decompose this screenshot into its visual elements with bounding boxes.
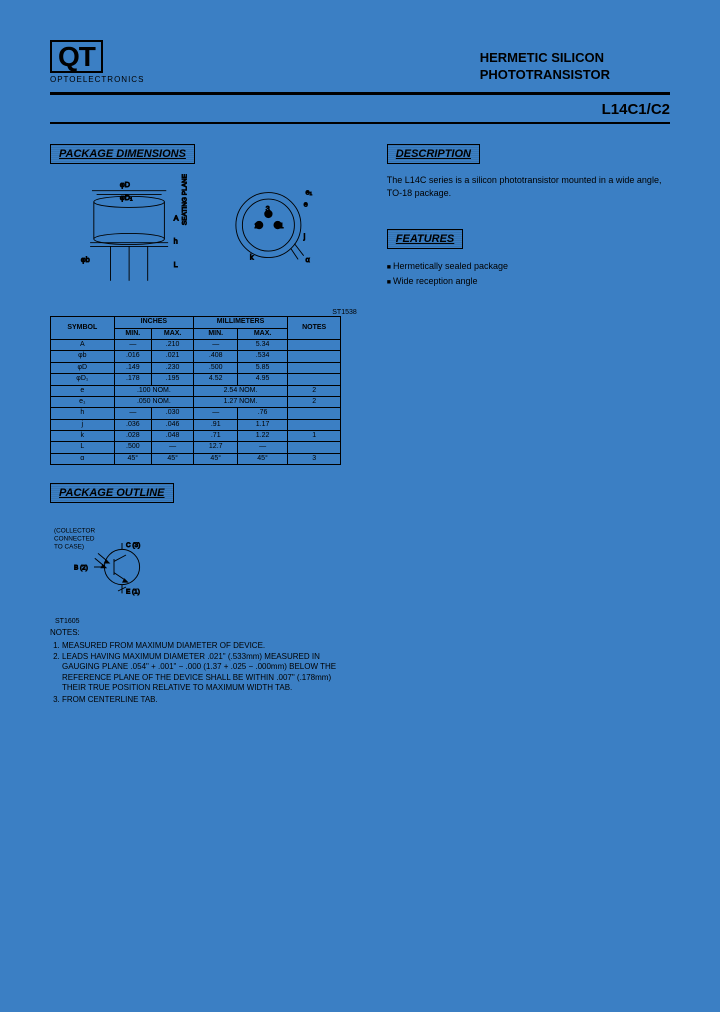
svg-text:E (1): E (1) — [126, 589, 140, 596]
diagram-ref-2: ST1605 — [55, 618, 357, 625]
logo-block: QT OPTOELECTRONICS — [50, 40, 144, 84]
table-row: α45°45°45°45°3 — [51, 453, 341, 464]
title-line-2: PHOTOTRANSISTOR — [480, 67, 610, 84]
table-row: h—.030—.76 — [51, 408, 341, 419]
product-title: HERMETIC SILICON PHOTOTRANSISTOR — [480, 50, 610, 84]
th-max2: MAX. — [238, 328, 288, 339]
table-row: A—.210—5.34 — [51, 339, 341, 350]
table-row: j.036.046.911.17 — [51, 419, 341, 430]
svg-text:e₁: e₁ — [306, 188, 313, 197]
table-row: φD.149.230.5005.85 — [51, 362, 341, 373]
th-inches: INCHES — [114, 317, 194, 328]
th-symbol: SYMBOL — [51, 317, 115, 340]
feature-item: Wide reception angle — [387, 274, 670, 288]
svg-text:TO CASE): TO CASE) — [54, 544, 84, 551]
section-features: FEATURES — [387, 229, 463, 249]
description-text: The L14C series is a silicon phototransi… — [387, 174, 670, 199]
feature-item: Hermetically sealed package — [387, 259, 670, 273]
svg-text:B (2): B (2) — [74, 565, 88, 572]
svg-text:C (3): C (3) — [126, 542, 140, 549]
page-header: QT OPTOELECTRONICS HERMETIC SILICON PHOT… — [50, 40, 670, 84]
company-name: OPTOELECTRONICS — [50, 75, 144, 84]
divider-thin — [50, 122, 670, 124]
table-row: e.100 NOM.2.54 NOM.2 — [51, 385, 341, 396]
svg-text:1: 1 — [280, 221, 284, 230]
svg-text:2: 2 — [254, 221, 258, 230]
th-notes: NOTES — [287, 317, 341, 340]
outline-note: (COLLECTOR — [54, 528, 95, 535]
th-mm: MILLIMETERS — [194, 317, 288, 328]
table-row: e₁.050 NOM.1.27 NOM.2 — [51, 396, 341, 407]
section-package-outline: PACKAGE OUTLINE — [50, 483, 174, 503]
table-row: L.500—12.7— — [51, 442, 341, 453]
outline-diagram: (COLLECTOR CONNECTED TO CASE) C (3) B (2… — [50, 513, 357, 613]
svg-text:k: k — [250, 253, 254, 262]
title-line-1: HERMETIC SILICON — [480, 50, 610, 67]
svg-text:h: h — [174, 237, 178, 246]
left-column: PACKAGE DIMENSIONS — [50, 144, 357, 706]
package-diagram: φD φD₁ φb A h L SEATING PLANE 2 — [50, 174, 357, 304]
package-svg: φD φD₁ φb A h L SEATING PLANE 2 — [50, 174, 357, 304]
svg-text:L: L — [174, 260, 178, 269]
part-number: L14C1/C2 — [50, 101, 670, 118]
table-header: SYMBOL INCHES MILLIMETERS NOTES MIN. MAX… — [51, 317, 341, 340]
note-item: MEASURED FROM MAXIMUM DIAMETER OF DEVICE… — [62, 641, 357, 651]
note-item: LEADS HAVING MAXIMUM DIAMETER .021" (.53… — [62, 652, 357, 694]
company-logo: QT — [50, 40, 103, 73]
th-max1: MAX. — [152, 328, 194, 339]
svg-text:α: α — [306, 255, 311, 264]
notes-list: MEASURED FROM MAXIMUM DIAMETER OF DEVICE… — [50, 641, 357, 705]
features-list: Hermetically sealed packageWide receptio… — [387, 259, 670, 288]
right-column: DESCRIPTION The L14C series is a silicon… — [387, 144, 670, 706]
table-row: φb.016.021.408.534 — [51, 351, 341, 362]
svg-text:3: 3 — [266, 204, 270, 213]
table-row: k.028.048.711.221 — [51, 431, 341, 442]
note-item: FROM CENTERLINE TAB. — [62, 695, 357, 705]
divider-thick — [50, 92, 670, 95]
outline-svg: (COLLECTOR CONNECTED TO CASE) C (3) B (2… — [50, 513, 210, 613]
svg-text:φD₁: φD₁ — [120, 193, 133, 202]
notes-block: NOTES: MEASURED FROM MAXIMUM DIAMETER OF… — [50, 628, 357, 705]
section-description: DESCRIPTION — [387, 144, 480, 164]
table-row: φD₁.178.1954.524.95 — [51, 374, 341, 385]
th-min1: MIN. — [114, 328, 151, 339]
svg-text:A: A — [174, 214, 179, 223]
svg-text:φD: φD — [120, 180, 130, 189]
section-package-dimensions: PACKAGE DIMENSIONS — [50, 144, 195, 164]
content-columns: PACKAGE DIMENSIONS — [50, 144, 670, 706]
diagram-ref-1: ST1538 — [50, 309, 357, 316]
datasheet-page: QT OPTOELECTRONICS HERMETIC SILICON PHOT… — [50, 40, 670, 972]
svg-text:e: e — [304, 200, 308, 209]
svg-text:CONNECTED: CONNECTED — [54, 536, 95, 543]
svg-text:φb: φb — [81, 255, 90, 264]
svg-text:j: j — [303, 232, 306, 241]
dimensions-table: SYMBOL INCHES MILLIMETERS NOTES MIN. MAX… — [50, 316, 341, 465]
notes-title: NOTES: — [50, 628, 357, 638]
table-body: A—.210—5.34φb.016.021.408.534φD.149.230.… — [51, 339, 341, 464]
svg-text:SEATING PLANE: SEATING PLANE — [182, 174, 189, 225]
th-min2: MIN. — [194, 328, 238, 339]
